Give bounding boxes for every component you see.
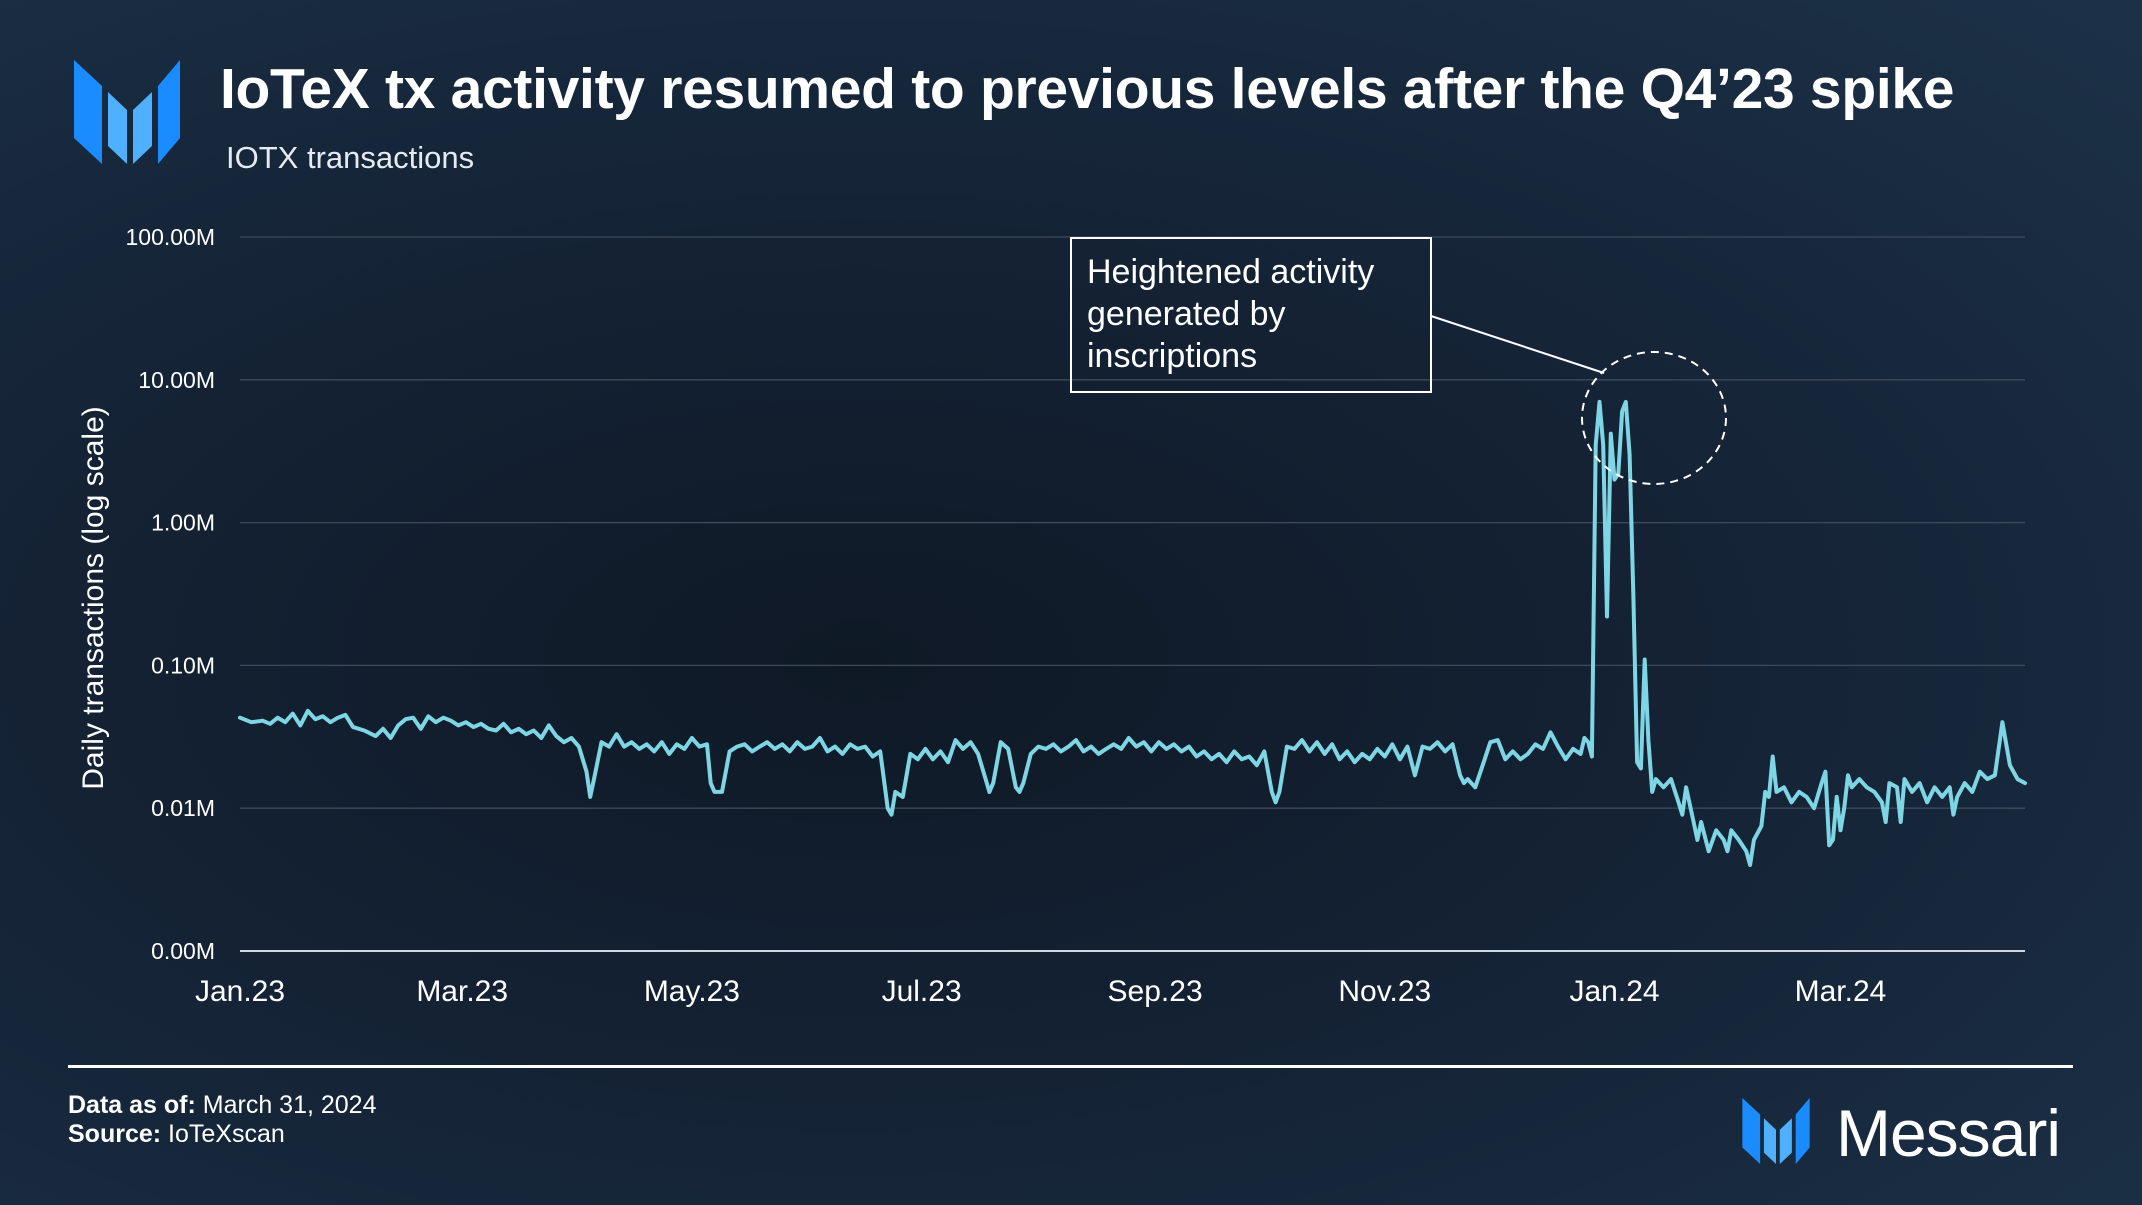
annotation-text-line-2: generated by (1087, 295, 1286, 333)
data-as-of-label: Data as of: (68, 1091, 196, 1119)
chart-subtitle: IOTX transactions (226, 140, 475, 175)
y-tick-label: 10.00M (138, 367, 215, 393)
y-tick-label: 0.00M (151, 938, 215, 964)
line-chart: 100.00M 10.00M 1.00M 0.10M 0.01M 0.00M Jan.23… (77, 224, 2027, 1008)
y-tick-label: 1.00M (151, 510, 215, 536)
annotation-highlight-circle (1581, 351, 1727, 485)
annotation-text-line-1: Heightened activity (1087, 253, 1374, 291)
series-layer (238, 399, 2027, 867)
x-tick-label: Sep.23 (1108, 975, 1203, 1008)
source-value: IoTeXscan (168, 1120, 285, 1148)
brand-name: Messari (1836, 1096, 2061, 1170)
series-line (238, 399, 2027, 867)
x-tick-labels: Jan.23 Mar.23 May.23 Jul.23 Sep.23 Nov.23 Jan.… (195, 975, 1886, 1008)
chart-title: IoTeX tx activity resumed to previous le… (220, 57, 1955, 121)
messari-logo-icon (74, 60, 180, 164)
y-tick-label: 0.01M (151, 795, 215, 821)
annotation-leader-line (1430, 315, 1605, 374)
annotation: Heightened activity generated by inscrip… (1070, 237, 1727, 485)
data-as-of-value: March 31, 2024 (202, 1091, 377, 1119)
y-tick-labels: 100.00M 10.00M 1.00M 0.10M 0.01M 0.00M (125, 224, 215, 964)
x-tick-label: Mar.24 (1795, 975, 1887, 1008)
y-tick-label: 0.10M (151, 652, 215, 678)
source-line: Source: IoTeXscan (68, 1120, 285, 1149)
x-tick-label: Jan.23 (195, 975, 285, 1008)
x-tick-label: May.23 (644, 975, 740, 1008)
source-label: Source: (68, 1120, 162, 1148)
annotation-box (1070, 237, 1432, 393)
x-tick-label: Jan.24 (1569, 975, 1659, 1008)
x-tick-label: Mar.23 (416, 975, 508, 1008)
y-tick-label: 100.00M (125, 224, 215, 250)
messari-brand-icon (1742, 1098, 1810, 1164)
footer-divider (68, 1065, 2073, 1068)
y-axis-label: Daily transactions (log scale) (77, 406, 110, 789)
data-as-of-line: Data as of: March 31, 2024 (68, 1091, 376, 1120)
annotation-text-line-3: inscriptions (1087, 337, 1257, 375)
x-tick-label: Jul.23 (882, 975, 962, 1008)
x-tick-label: Nov.23 (1338, 975, 1431, 1008)
